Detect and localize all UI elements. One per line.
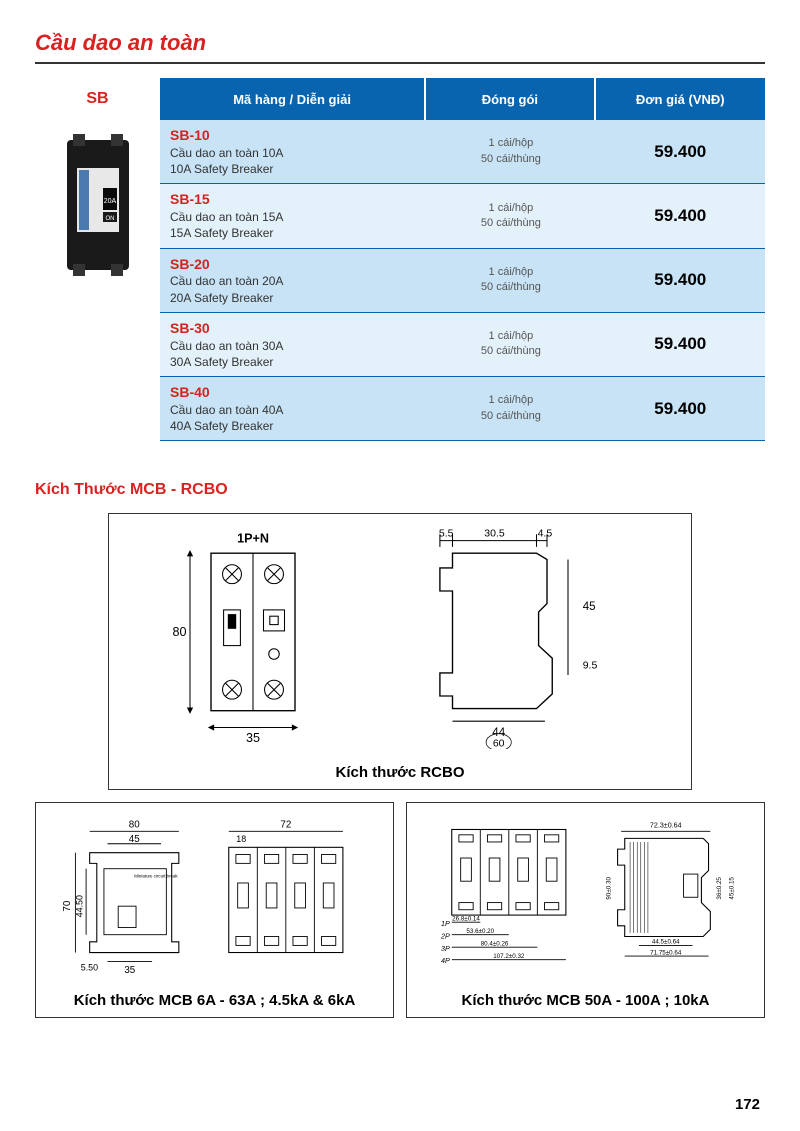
- section-dimensions-title: Kích Thước MCB - RCBO: [35, 481, 765, 499]
- page-number: 172: [735, 1096, 760, 1113]
- svg-text:4.5: 4.5: [538, 528, 553, 539]
- svg-text:2P: 2P: [440, 932, 450, 940]
- diagram-mcb-small-svg: 80 45 Miniature circuit break 70 44.50 5…: [54, 817, 375, 978]
- product-image: 20A ON: [35, 120, 160, 441]
- header-price: Đơn giá (VNĐ): [596, 78, 765, 120]
- breaker-icon: 20A ON: [53, 130, 143, 280]
- cell-price: 59.400: [596, 184, 765, 247]
- cell-price: 59.400: [596, 377, 765, 440]
- svg-text:18: 18: [236, 834, 246, 844]
- svg-text:72: 72: [280, 820, 291, 831]
- cell-desc: SB-10 Cầu dao an toàn 10A 10A Safety Break…: [160, 120, 426, 183]
- svg-text:90±0.30: 90±0.30: [605, 876, 612, 899]
- svg-text:1P+N: 1P+N: [237, 532, 269, 546]
- diagram-mcb-large-box: 1P 2P 3P 4P 26.8±0.14 53.6±0.20 80.4±0.2…: [406, 802, 765, 1019]
- diagram-rcbo-caption: Kích thước RCBO: [127, 764, 673, 781]
- product-code: SB-20: [170, 256, 210, 272]
- product-desc-en: 15A Safety Breaker: [170, 226, 273, 240]
- cell-desc: SB-30 Cầu dao an toàn 30A 30A Safety Break…: [160, 313, 426, 376]
- svg-text:20A: 20A: [103, 198, 116, 205]
- cell-price: 59.400: [596, 120, 765, 183]
- product-desc-en: 40A Safety Breaker: [170, 419, 273, 433]
- diagram-rcbo-svg: 1P+N 80 35 5.5 30.5 4.5 45 9.5 44 60: [127, 528, 673, 749]
- diagram-mcb-small-caption: Kích thước MCB 6A - 63A ; 4.5kA & 6kA: [54, 992, 375, 1009]
- svg-text:36±0.25: 36±0.25: [716, 876, 723, 899]
- cell-desc: SB-40 Cầu dao an toàn 40A 40A Safety Break…: [160, 377, 426, 440]
- product-desc-vn: Cầu dao an toàn 15A: [170, 210, 283, 224]
- svg-text:71.75±0.64: 71.75±0.64: [650, 949, 682, 956]
- diagram-rcbo-box: 1P+N 80 35 5.5 30.5 4.5 45 9.5 44 60 Kíc…: [108, 513, 692, 790]
- svg-text:72.3±0.64: 72.3±0.64: [650, 822, 682, 830]
- svg-text:35: 35: [124, 965, 135, 976]
- svg-text:26.8±0.14: 26.8±0.14: [452, 915, 480, 922]
- table-header: Mã hàng / Diễn giải Đóng gói Đơn giá (VN…: [160, 78, 765, 120]
- svg-text:5.50: 5.50: [81, 962, 98, 972]
- diagram-mcb-large-caption: Kích thước MCB 50A - 100A ; 10kA: [425, 992, 746, 1009]
- svg-text:53.6±0.20: 53.6±0.20: [466, 928, 494, 935]
- product-desc-en: 10A Safety Breaker: [170, 162, 273, 176]
- svg-text:80: 80: [129, 820, 140, 831]
- svg-text:4P: 4P: [441, 957, 450, 965]
- cell-pack: 1 cái/hộp50 cái/thùng: [426, 313, 595, 376]
- svg-text:30.5: 30.5: [484, 528, 505, 539]
- product-desc-en: 30A Safety Breaker: [170, 355, 273, 369]
- sb-label: SB: [35, 78, 160, 120]
- table-row: SB-15 Cầu dao an toàn 15A 15A Safety Break…: [160, 184, 765, 248]
- product-desc-vn: Cầu dao an toàn 40A: [170, 403, 283, 417]
- product-table: SB 20A ON Mã hàng / Diễn giải Đóng gói Đ…: [35, 78, 765, 441]
- product-desc-vn: Cầu dao an toàn 20A: [170, 274, 283, 288]
- cell-pack: 1 cái/hộp50 cái/thùng: [426, 184, 595, 247]
- svg-text:3P: 3P: [441, 945, 450, 953]
- svg-text:35: 35: [246, 732, 260, 746]
- cell-pack: 1 cái/hộp50 cái/thùng: [426, 377, 595, 440]
- cell-price: 59.400: [596, 249, 765, 312]
- svg-text:45: 45: [583, 601, 596, 613]
- svg-text:60: 60: [493, 738, 505, 749]
- product-code: SB-10: [170, 127, 210, 143]
- svg-text:Miniature circuit break: Miniature circuit break: [134, 873, 178, 878]
- product-desc-en: 20A Safety Breaker: [170, 291, 273, 305]
- product-desc-vn: Cầu dao an toàn 30A: [170, 339, 283, 353]
- svg-text:44.50: 44.50: [75, 895, 85, 917]
- table-row: SB-30 Cầu dao an toàn 30A 30A Safety Break…: [160, 313, 765, 377]
- cell-price: 59.400: [596, 313, 765, 376]
- svg-text:5.5: 5.5: [439, 528, 454, 539]
- header-desc: Mã hàng / Diễn giải: [160, 78, 426, 120]
- table-row: SB-20 Cầu dao an toàn 20A 20A Safety Break…: [160, 249, 765, 313]
- cell-pack: 1 cái/hộp50 cái/thùng: [426, 120, 595, 183]
- header-pack: Đóng gói: [426, 78, 595, 120]
- product-code: SB-15: [170, 191, 210, 207]
- cell-desc: SB-15 Cầu dao an toàn 15A 15A Safety Break…: [160, 184, 426, 247]
- svg-text:44.5±0.64: 44.5±0.64: [652, 938, 680, 945]
- product-code: SB-30: [170, 320, 210, 336]
- table-row: SB-40 Cầu dao an toàn 40A 40A Safety Break…: [160, 377, 765, 441]
- table-row: SB-10 Cầu dao an toàn 10A 10A Safety Break…: [160, 120, 765, 184]
- svg-text:45±0.15: 45±0.15: [729, 876, 736, 899]
- svg-text:80: 80: [172, 625, 186, 639]
- diagram-mcb-small-box: 80 45 Miniature circuit break 70 44.50 5…: [35, 802, 394, 1019]
- svg-text:107.2±0.32: 107.2±0.32: [493, 953, 525, 960]
- svg-text:1P: 1P: [441, 920, 450, 928]
- cell-pack: 1 cái/hộp50 cái/thùng: [426, 249, 595, 312]
- diagram-mcb-large-svg: 1P 2P 3P 4P 26.8±0.14 53.6±0.20 80.4±0.2…: [425, 817, 746, 978]
- page-title: Cầu dao an toàn: [35, 30, 765, 64]
- product-code: SB-40: [170, 384, 210, 400]
- svg-text:ON: ON: [105, 216, 114, 222]
- svg-text:9.5: 9.5: [583, 660, 598, 672]
- cell-desc: SB-20 Cầu dao an toàn 20A 20A Safety Break…: [160, 249, 426, 312]
- svg-text:70: 70: [62, 900, 73, 911]
- product-desc-vn: Cầu dao an toàn 10A: [170, 146, 283, 160]
- svg-text:80.4±0.26: 80.4±0.26: [481, 940, 509, 947]
